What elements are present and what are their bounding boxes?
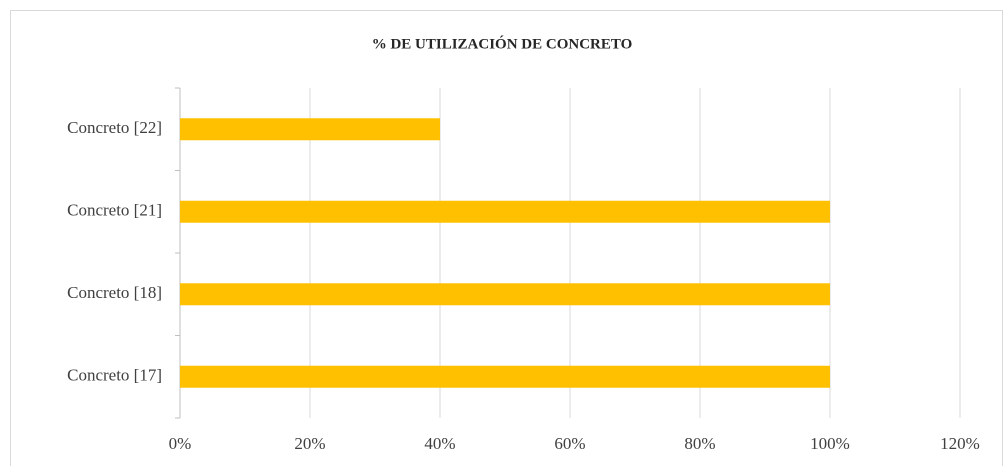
- bar: [180, 283, 830, 306]
- x-tick-label: 120%: [940, 434, 980, 453]
- y-tick-label: Concreto [17]: [67, 366, 162, 385]
- x-tick-label: 40%: [424, 434, 455, 453]
- bar: [180, 200, 830, 223]
- x-tick-label: 80%: [684, 434, 715, 453]
- bar: [180, 118, 440, 141]
- y-tick-label: Concreto [21]: [67, 201, 162, 220]
- x-tick-label: 100%: [810, 434, 850, 453]
- x-tick-label: 0%: [169, 434, 192, 453]
- x-tick-label: 20%: [294, 434, 325, 453]
- x-tick-label: 60%: [554, 434, 585, 453]
- y-tick-label: Concreto [22]: [67, 118, 162, 137]
- chart-border: [10, 10, 1003, 471]
- y-tick-label: Concreto [18]: [67, 283, 162, 302]
- bar: [180, 365, 830, 388]
- chart-title: % DE UTILIZACIÓN DE CONCRETO: [372, 35, 633, 52]
